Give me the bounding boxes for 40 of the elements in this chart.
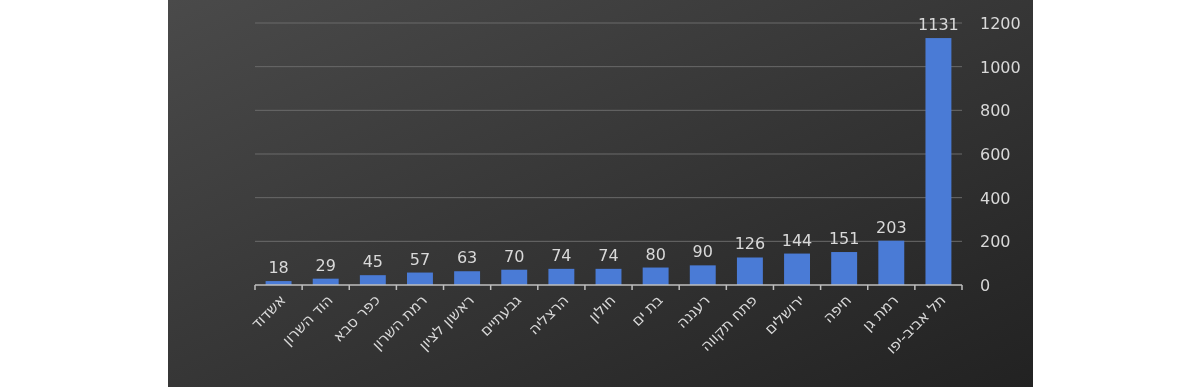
x-tick-label: גבעתיים <box>476 291 526 340</box>
data-label: 57 <box>409 249 431 269</box>
bar <box>501 269 528 285</box>
data-label: 144 <box>781 230 813 250</box>
y-tick-label: 400 <box>980 188 1011 208</box>
bar <box>925 38 952 285</box>
y-tick-label: 600 <box>980 145 1011 164</box>
x-tick-label: בת ים <box>627 290 667 330</box>
data-label: 203 <box>876 217 907 237</box>
data-label: 45 <box>362 252 384 272</box>
bar <box>642 267 669 285</box>
data-label: 63 <box>456 248 478 268</box>
data-label: 90 <box>692 242 713 262</box>
bar <box>736 257 763 285</box>
data-label: 18 <box>268 258 289 278</box>
x-tick-label: ירושלים <box>760 291 808 339</box>
x-tick-label: אשדוד <box>247 291 290 333</box>
data-label: 1131 <box>918 15 959 35</box>
y-tick-label: 200 <box>980 232 1011 252</box>
bar <box>831 252 858 285</box>
data-label: 151 <box>828 229 860 249</box>
bar <box>878 240 905 285</box>
bar <box>548 268 575 285</box>
bar <box>689 265 716 285</box>
bar <box>454 271 481 285</box>
data-label: 74 <box>551 245 572 265</box>
y-tick-label: 1000 <box>980 57 1021 77</box>
data-label: 29 <box>315 255 336 275</box>
x-tick-label: חולון <box>584 291 620 326</box>
data-label: 80 <box>645 244 666 264</box>
bar <box>784 253 810 285</box>
data-label: 126 <box>734 234 766 254</box>
y-tick-label: 1200 <box>980 14 1021 33</box>
data-label: 70 <box>504 246 525 266</box>
data-label: 74 <box>598 245 619 265</box>
y-tick-label: 0 <box>980 276 991 295</box>
bar <box>359 275 386 285</box>
y-tick-label: 800 <box>980 101 1011 121</box>
x-tick-label: הרצליה <box>524 291 573 339</box>
x-tick-label: חיפה <box>819 291 855 327</box>
